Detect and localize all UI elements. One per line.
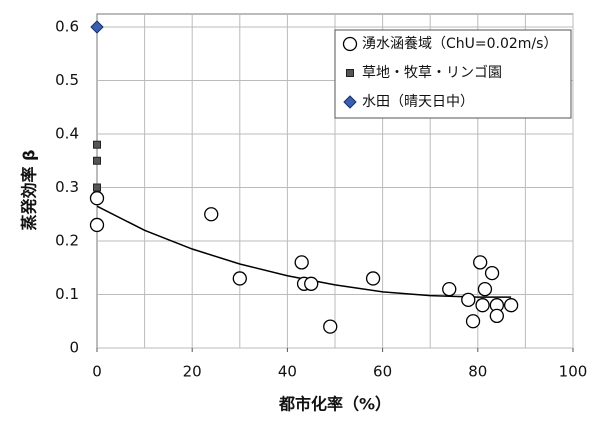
point: [442, 281, 457, 297]
point: [461, 292, 476, 308]
point: [93, 140, 101, 149]
point: [93, 183, 101, 192]
y-tick-label: 0.3: [55, 178, 79, 196]
point: [89, 191, 105, 206]
legend-box: [334, 29, 572, 119]
legend-marker: [343, 95, 357, 109]
legend-label: 湧水涵養域（ChU=0.02m/s）: [362, 35, 557, 52]
point: [232, 271, 247, 286]
point: [473, 255, 488, 270]
legend-marker: [346, 69, 354, 77]
point: [477, 281, 493, 297]
point: [465, 314, 481, 329]
point: [323, 319, 338, 334]
legend-label: 水田（晴天日中）: [362, 94, 474, 110]
x-tick-label: 0: [92, 363, 102, 381]
point: [93, 156, 101, 165]
y-tick-label: 0.2: [55, 232, 79, 250]
point: [90, 20, 104, 34]
y-tick-label: 0.1: [55, 285, 79, 303]
point: [503, 298, 519, 313]
y-tick-label: 0.4: [55, 125, 79, 143]
point: [484, 265, 500, 281]
x-axis-label: 都市化率（%）: [278, 395, 391, 414]
point: [365, 271, 381, 286]
y-tick-label: 0.5: [55, 71, 79, 89]
y-tick-label: 0.6: [55, 18, 79, 36]
y-axis-label: 蒸発効率 β: [20, 149, 39, 230]
x-tick-label: 60: [373, 363, 392, 381]
x-tick-label: 20: [183, 363, 202, 381]
legend-label: 草地・牧草・リンゴ園: [362, 64, 502, 81]
y-tick-label: 0: [69, 339, 79, 357]
point: [89, 217, 105, 233]
x-tick-label: 80: [468, 363, 487, 381]
point: [489, 308, 504, 324]
point: [304, 276, 319, 291]
point: [204, 207, 219, 222]
point: [475, 298, 490, 313]
legend-marker: [342, 36, 358, 52]
x-tick-label: 100: [559, 363, 588, 381]
point: [294, 255, 309, 270]
x-tick-label: 40: [278, 363, 297, 381]
